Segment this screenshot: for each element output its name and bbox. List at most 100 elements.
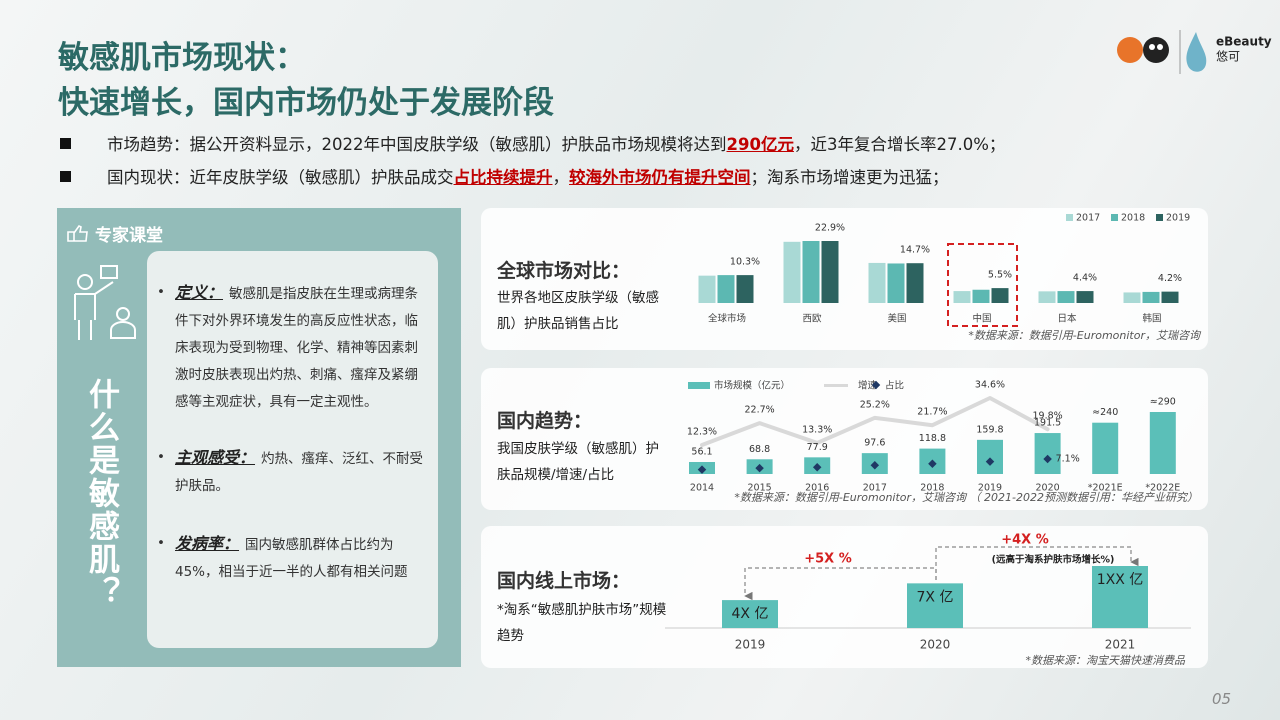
- bar: [1123, 292, 1141, 303]
- chart-panel: 全球市场对比： 世界各地区皮肤学级（敏感肌）护肤品销售占比 2017 2018 20…: [481, 208, 1208, 350]
- data-label: 191.5: [1034, 418, 1061, 429]
- title-line: 敏感肌市场现状：: [58, 40, 306, 76]
- bar: [802, 241, 820, 303]
- x-tick-label: 2015: [748, 483, 772, 494]
- bullet-marker: [60, 171, 71, 182]
- bullet-text: 国内现状：近年皮肤学级（敏感肌）护肤品成交: [107, 168, 454, 187]
- bullet-text: ；淘系市场增速更为迅猛；: [750, 168, 949, 187]
- data-label: 22.9%: [815, 223, 845, 234]
- data-label: 25.2%: [860, 399, 890, 410]
- bullet-text: ，近3年复合增长率27.0%；: [793, 135, 1006, 154]
- bar: [907, 583, 963, 628]
- source: *数据来源：数据引用-Euromonitor，艾瑞咨询: [968, 329, 1202, 342]
- bar: [991, 288, 1009, 303]
- data-label: 14.7%: [900, 245, 930, 256]
- definition-item: • 主观感受： 灼热、瘙痒、泛红、不耐受护肤品。: [157, 444, 427, 500]
- x-tick-label: 美国: [887, 313, 906, 325]
- definition-term: 主观感受：: [175, 448, 256, 467]
- annotation: (远高于淘系护肤市场增长%): [992, 554, 1115, 566]
- definition-term: 发病率：: [175, 534, 240, 553]
- x-tick-label: 2020: [920, 638, 951, 652]
- x-tick-label: 2018: [920, 483, 944, 494]
- chart-title: 国内线上市场：: [497, 570, 631, 592]
- bar: [868, 262, 886, 303]
- bar: [736, 275, 754, 303]
- x-tick-label: 中国: [972, 313, 991, 325]
- data-label: 68.8: [749, 444, 770, 455]
- bar: [1092, 422, 1119, 474]
- data-label: 22.7%: [745, 405, 775, 416]
- data-label: 19.8%: [1033, 411, 1063, 422]
- x-tick-label: 全球市场: [708, 313, 746, 325]
- data-label: 21.7%: [917, 407, 947, 418]
- bar: [1038, 291, 1056, 303]
- bullet-marker: [60, 138, 71, 149]
- data-label: 159.8: [976, 424, 1003, 435]
- annotation: +4X %: [1001, 533, 1049, 548]
- source: *数据来源：淘宝天猫快速消费品: [1026, 654, 1186, 667]
- bar: [1149, 412, 1176, 474]
- chart: 2017 2018 2019 10.3% 22.9% 14.7% 5.5% 4.4% 4.2% 全…: [698, 213, 1202, 342]
- expert-panel: 专家课堂 什么是敏感肌？ • 定义： 敏感肌是指皮肤在生理或病理条件下对外界环境发生…: [57, 208, 461, 667]
- data-label: 12.3%: [687, 427, 717, 438]
- bar: [1057, 291, 1075, 303]
- legend-swatch: [1156, 214, 1163, 221]
- chart-subtitle: 我国皮肤学级（敏感肌）护肤品规模/增速/占比: [497, 441, 659, 483]
- bar: [977, 439, 1003, 474]
- x-tick-label: 2017: [863, 483, 887, 494]
- legend-swatch: [824, 384, 848, 387]
- definition-item: • 定义： 敏感肌是指皮肤在生理或病理条件下对外界环境发生的高反应性状态，临床表现为…: [157, 279, 427, 416]
- data-label: 77.9: [807, 442, 828, 453]
- legend-label: 市场规模（亿元）: [714, 380, 790, 392]
- bullet-text: 290亿元: [726, 135, 794, 154]
- logo-cn: 悠可: [1216, 49, 1240, 64]
- bar: [698, 275, 716, 303]
- definition-text: 敏感肌是指皮肤在生理或病理条件下对外界环境发生的高反应性状态，临床表现为受到物理…: [175, 286, 419, 410]
- data-label: ≈290: [1150, 397, 1176, 408]
- bar: [972, 289, 990, 303]
- expert-title: 专家课堂: [95, 226, 163, 246]
- x-tick-label: 日本: [1057, 313, 1077, 325]
- legend-label: 2019: [1166, 213, 1190, 224]
- legend-swatch: [1066, 214, 1073, 221]
- x-tick-label: *2022E: [1145, 483, 1180, 494]
- chart-panel: 国内线上市场： *淘系“敏感肌护肤市场”规模趋势 4X 亿 2019 7X 亿 202…: [481, 526, 1208, 668]
- data-label: 5.5%: [988, 270, 1012, 281]
- data-label: 7.1%: [1056, 454, 1080, 465]
- bullet-item: 市场趋势：据公开资料显示，2022年中国皮肤学级（敏感肌）护肤品市场规模将达到2…: [60, 131, 1005, 155]
- bullet-dot: •: [157, 449, 165, 465]
- chart: 4X 亿 2019 7X 亿 2020 1XX 亿 2021 +5X % +4X % (远高于淘…: [665, 533, 1191, 667]
- data-label: 4X 亿: [732, 606, 769, 622]
- data-label: 56.1: [691, 447, 712, 458]
- bar: [722, 600, 778, 628]
- bar: [887, 263, 905, 303]
- page-number: 05: [1212, 690, 1232, 708]
- data-label: 4.4%: [1073, 273, 1097, 284]
- bar: [821, 241, 839, 303]
- bullet-dot: •: [157, 535, 165, 551]
- bar: [1142, 291, 1160, 303]
- diamond-marker: [1043, 454, 1052, 464]
- highlight-box: [947, 243, 1018, 327]
- diamond-marker: [755, 463, 764, 473]
- data-label: 7X 亿: [917, 589, 954, 605]
- data-label: 13.3%: [802, 424, 832, 435]
- legend-swatch: [1111, 214, 1118, 221]
- x-tick-label: 2019: [735, 638, 766, 652]
- data-label: 97.6: [864, 438, 885, 449]
- chart-title: 全球市场对比：: [497, 260, 631, 282]
- data-label: 1XX 亿: [1097, 572, 1144, 588]
- bar: [1092, 566, 1148, 628]
- data-label: 10.3%: [730, 257, 760, 268]
- bullet-text: 较海外市场仍有提升空间: [569, 168, 751, 187]
- data-label: 34.6%: [975, 380, 1005, 391]
- growth-arrow: [744, 567, 937, 601]
- legend-label: 2017: [1076, 213, 1100, 224]
- source: *数据来源：数据引用-Euromonitor，艾瑞咨询 （ 2021-2022预…: [734, 491, 1198, 504]
- legend-label: 2018: [1121, 213, 1145, 224]
- data-label: 4.2%: [1158, 273, 1182, 284]
- logo-brand: eBeauty: [1216, 35, 1272, 49]
- bar: [906, 263, 924, 303]
- legend-label: 占比: [885, 380, 904, 392]
